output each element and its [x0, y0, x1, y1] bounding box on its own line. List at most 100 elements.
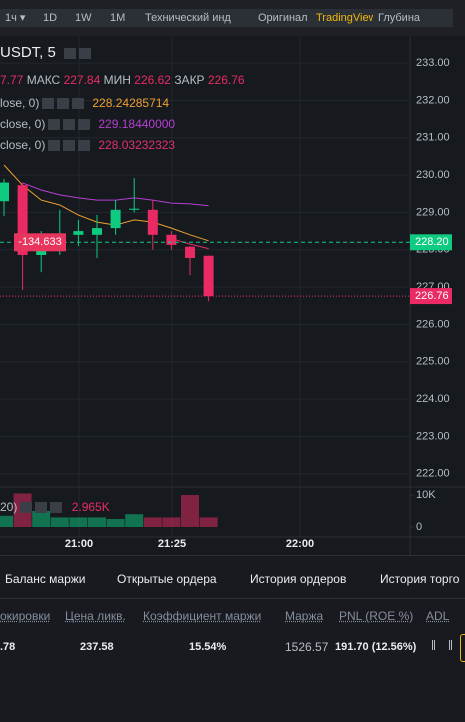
volume-value: 2.965K: [71, 500, 110, 514]
icon[interactable]: [57, 98, 70, 110]
column-header: Маржа: [285, 609, 324, 623]
price-label: 226.76: [415, 290, 449, 302]
icon[interactable]: [48, 140, 61, 152]
column-header: Цена ликв.: [65, 609, 126, 623]
ma-legend: lose, 0) 228.24285714: [0, 96, 169, 110]
cell: 1526.57: [285, 640, 329, 654]
cell: 237.58: [80, 641, 114, 653]
low-label: МИН: [103, 73, 131, 87]
ma-value: 228.03232323: [98, 138, 176, 152]
cell: 191.70 (12.56%): [335, 641, 417, 653]
icon[interactable]: [42, 98, 55, 110]
symbol-text: USDT, 5: [0, 44, 56, 61]
y-tick-label: 230.00: [416, 169, 450, 181]
icon[interactable]: [72, 98, 85, 110]
icon[interactable]: [48, 119, 61, 131]
ma-line: [3, 164, 209, 242]
toolbar-button[interactable]: 1D: [38, 9, 74, 27]
divider: [0, 555, 465, 556]
y-tick-label: 223.00: [416, 430, 450, 442]
candle-body: [0, 182, 9, 202]
adl-indicator: [432, 640, 452, 650]
tab[interactable]: История торго: [380, 572, 460, 586]
y-tick-label: 226.00: [416, 318, 450, 330]
y-tick-label: 224.00: [416, 393, 450, 405]
candle-body: [185, 246, 195, 258]
position-pnl: -134.633: [18, 236, 61, 248]
price-label-bg: [410, 288, 452, 305]
close: 226.76: [207, 73, 245, 87]
tab[interactable]: Баланс маржи: [5, 572, 86, 586]
volume-tick-label: 0: [416, 521, 422, 533]
candle-body: [36, 249, 47, 255]
close-button[interactable]: [460, 634, 465, 662]
toolbar-button[interactable]: Технический инд: [140, 9, 258, 27]
y-tick-label: 225.00: [416, 356, 450, 368]
volume-bar: [143, 517, 162, 528]
ma-name: lose, 0): [0, 96, 40, 110]
chart: 233.00232.00231.00230.00229.00228.00227.…: [0, 0, 465, 555]
position-badge-bg: [14, 233, 66, 252]
volume-bar: [69, 517, 88, 528]
ma-value: 229.18440000: [98, 117, 176, 131]
open: 7.77: [0, 73, 24, 87]
volume-bar: [162, 517, 181, 528]
toolbar-button[interactable]: 1ч ▾: [0, 9, 40, 27]
candle-body: [73, 231, 84, 235]
x-tick-label: 21:25: [158, 538, 186, 550]
toolbar-button[interactable]: TradingView: [311, 9, 379, 27]
price-label: 228.20: [415, 236, 449, 248]
volume-bar: [125, 514, 144, 528]
fullscreen-button[interactable]: [427, 9, 453, 27]
volume-bar: [106, 519, 125, 528]
column-header: окировки: [0, 609, 51, 623]
ohlc: 7.77 МАКС 227.84 МИН 226.62 ЗАКР 226.76: [0, 73, 245, 87]
candle-body: [110, 209, 121, 229]
tab[interactable]: Открытые ордера: [117, 572, 217, 586]
volume-bar: [88, 517, 106, 528]
icon[interactable]: [63, 119, 76, 131]
toolbar-button[interactable]: 1M: [105, 9, 141, 27]
candle-body: [166, 234, 177, 245]
column-header: ADL: [426, 609, 450, 623]
y-tick-label: 232.00: [416, 94, 450, 106]
candle-body: [129, 208, 140, 210]
candle-body: [17, 185, 28, 255]
cell: 15.54%: [189, 641, 227, 653]
ma-line: [171, 238, 209, 250]
volume-bar: [199, 517, 218, 528]
y-tick-label: 229.00: [416, 206, 450, 218]
icon[interactable]: [63, 140, 76, 152]
ma-name: close, 0): [0, 117, 46, 131]
chart-bg: [0, 0, 465, 555]
toolbar-button[interactable]: Оригинал: [253, 9, 315, 27]
volume-bar: [181, 495, 199, 528]
icon[interactable]: [78, 140, 91, 152]
low: 226.62: [134, 73, 171, 87]
cell: .78: [0, 641, 16, 653]
ma-value: 228.24285714: [92, 96, 170, 110]
ma-legend: close, 0) 228.03232323: [0, 138, 175, 152]
symbol: USDT, 5: [0, 44, 91, 61]
volume-name: 20): [0, 500, 18, 514]
candle-body: [203, 255, 214, 297]
high: 227.84: [63, 73, 101, 87]
toolbar-button[interactable]: Глубина: [373, 9, 429, 27]
icon[interactable]: [78, 119, 91, 131]
volume-tick-label: 10K: [416, 489, 436, 501]
y-tick-label: 231.00: [416, 132, 450, 144]
y-tick-label: 222.00: [416, 468, 450, 480]
x-tick-label: 22:00: [286, 538, 314, 550]
volume-bar: [32, 511, 51, 528]
tab[interactable]: История ордеров: [250, 572, 347, 586]
volume-legend: 20) 2.965K: [0, 500, 110, 514]
y-tick-label: 233.00: [416, 57, 450, 69]
candle-body: [92, 228, 102, 235]
volume-bar: [0, 515, 13, 528]
toolbar-button[interactable]: 1W: [70, 9, 106, 27]
ma-legend: close, 0) 229.18440000: [0, 117, 175, 131]
price-label-bg: [410, 234, 452, 251]
close-label: ЗАКР: [174, 73, 205, 87]
volume-bar: [50, 517, 69, 528]
